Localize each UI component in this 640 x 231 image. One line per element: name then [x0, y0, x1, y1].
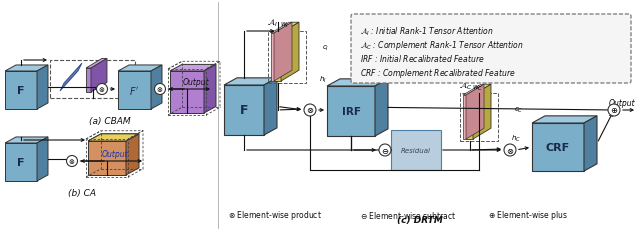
Text: $F'$: $F'$ — [129, 85, 140, 97]
FancyBboxPatch shape — [391, 131, 441, 170]
Text: $h_I$: $h_I$ — [319, 75, 327, 85]
Polygon shape — [5, 66, 48, 72]
Polygon shape — [466, 96, 473, 139]
Polygon shape — [37, 66, 48, 109]
Text: $\otimes$: $\otimes$ — [156, 85, 164, 94]
Text: F: F — [17, 86, 25, 96]
Text: $h_C$: $h_C$ — [511, 133, 521, 143]
Polygon shape — [5, 143, 37, 181]
Text: Output: Output — [609, 99, 635, 108]
Circle shape — [67, 156, 77, 167]
Polygon shape — [463, 85, 484, 96]
Polygon shape — [88, 134, 139, 141]
Text: $\ominus$: $\ominus$ — [381, 146, 389, 155]
Polygon shape — [60, 64, 82, 92]
Polygon shape — [5, 137, 48, 143]
Polygon shape — [274, 23, 292, 82]
Text: $\mathcal{A}_C$ : Complement Rank-1 Tensor Attention: $\mathcal{A}_C$ : Complement Rank-1 Tens… — [360, 39, 524, 52]
Polygon shape — [118, 72, 151, 109]
Text: IRF: IRF — [342, 106, 360, 116]
Polygon shape — [170, 65, 216, 72]
Polygon shape — [88, 141, 126, 175]
Polygon shape — [224, 86, 264, 135]
Polygon shape — [274, 34, 281, 82]
Circle shape — [304, 105, 316, 116]
Text: (b) CA: (b) CA — [68, 188, 96, 197]
Polygon shape — [466, 85, 484, 139]
Polygon shape — [5, 72, 37, 109]
Polygon shape — [463, 96, 466, 139]
Circle shape — [504, 144, 516, 156]
Polygon shape — [151, 66, 162, 109]
Text: Output: Output — [102, 149, 128, 158]
Text: F: F — [17, 157, 25, 167]
Text: $\mathcal{A}_C$: $\mathcal{A}_C$ — [459, 80, 472, 92]
Text: $\otimes$ Element-wise product: $\otimes$ Element-wise product — [228, 209, 322, 222]
Polygon shape — [224, 79, 277, 86]
Polygon shape — [532, 123, 584, 171]
Text: $\otimes$: $\otimes$ — [68, 157, 76, 166]
Polygon shape — [473, 85, 491, 139]
Polygon shape — [327, 79, 388, 87]
Text: $w_C$: $w_C$ — [472, 83, 483, 93]
Polygon shape — [204, 65, 216, 113]
Polygon shape — [118, 66, 162, 72]
Circle shape — [154, 84, 166, 95]
Text: $CRF$ : Complement Recalibrated Feature: $CRF$ : Complement Recalibrated Feature — [360, 67, 516, 80]
Text: $w_I$: $w_I$ — [280, 21, 289, 30]
Polygon shape — [532, 116, 597, 123]
Text: $c_C$: $c_C$ — [514, 105, 524, 114]
Polygon shape — [170, 72, 204, 113]
Text: $\oplus$ Element-wise plus: $\oplus$ Element-wise plus — [488, 209, 568, 222]
Text: $\mathcal{A}_I$: $\mathcal{A}_I$ — [267, 17, 278, 29]
FancyBboxPatch shape — [351, 15, 631, 84]
Polygon shape — [88, 134, 139, 141]
Polygon shape — [271, 34, 274, 82]
Polygon shape — [86, 59, 107, 69]
Text: Output: Output — [182, 78, 209, 87]
Polygon shape — [271, 23, 292, 34]
Text: CRF: CRF — [546, 142, 570, 152]
Polygon shape — [281, 23, 299, 82]
Text: F: F — [240, 104, 248, 117]
Text: $\otimes$: $\otimes$ — [306, 106, 314, 115]
Text: $\otimes$: $\otimes$ — [506, 146, 514, 155]
Circle shape — [97, 84, 108, 95]
Polygon shape — [327, 87, 375, 137]
Polygon shape — [264, 79, 277, 135]
Polygon shape — [37, 137, 48, 181]
Text: $\oplus$: $\oplus$ — [610, 106, 618, 115]
Polygon shape — [466, 85, 491, 96]
Circle shape — [379, 144, 391, 156]
Text: $IRF$ : Initial Recalibrated Feature: $IRF$ : Initial Recalibrated Feature — [360, 53, 484, 64]
Text: (c) DRTM: (c) DRTM — [397, 215, 443, 224]
Polygon shape — [126, 134, 139, 175]
Circle shape — [608, 105, 620, 116]
Polygon shape — [584, 116, 597, 171]
Polygon shape — [86, 69, 91, 93]
Text: $\mathcal{A}_I$ : Initial Rank-1 Tensor Attention: $\mathcal{A}_I$ : Initial Rank-1 Tensor … — [360, 25, 494, 37]
Text: Residual: Residual — [401, 147, 431, 153]
Text: $c_I$: $c_I$ — [322, 43, 329, 52]
Text: $\otimes$: $\otimes$ — [99, 85, 106, 94]
Text: (a) CBAM: (a) CBAM — [89, 116, 131, 125]
Polygon shape — [91, 59, 107, 93]
Polygon shape — [375, 79, 388, 137]
Polygon shape — [274, 23, 299, 34]
Text: $\ominus$ Element-wise subtract: $\ominus$ Element-wise subtract — [360, 210, 456, 221]
